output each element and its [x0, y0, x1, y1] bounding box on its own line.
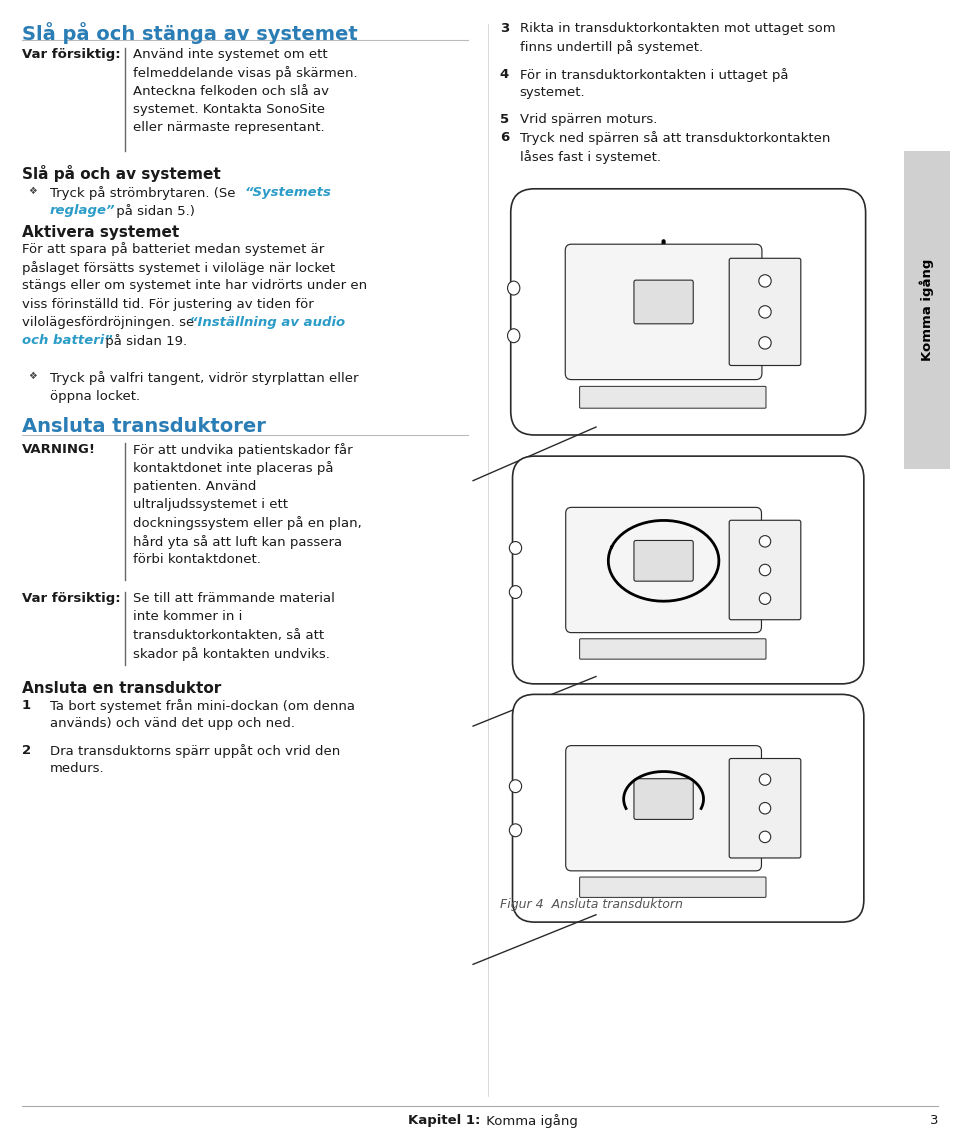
Circle shape [759, 831, 771, 843]
Text: transduktorkontakten, så att: transduktorkontakten, så att [133, 629, 324, 641]
Text: 3: 3 [500, 22, 509, 35]
FancyBboxPatch shape [580, 877, 766, 898]
Circle shape [759, 803, 771, 814]
Text: systemet. Kontakta SonoSite: systemet. Kontakta SonoSite [133, 103, 325, 116]
FancyBboxPatch shape [634, 541, 693, 581]
Text: 1: 1 [22, 699, 31, 712]
Circle shape [759, 773, 771, 785]
FancyBboxPatch shape [580, 639, 766, 659]
Circle shape [759, 564, 771, 575]
FancyBboxPatch shape [730, 521, 801, 620]
FancyBboxPatch shape [565, 244, 762, 379]
Text: För att undvika patientskador får: För att undvika patientskador får [133, 443, 352, 457]
Text: 3: 3 [929, 1114, 938, 1126]
Text: förbi kontaktdonet.: förbi kontaktdonet. [133, 554, 261, 566]
Ellipse shape [510, 780, 521, 793]
Text: reglage”: reglage” [50, 204, 115, 218]
FancyBboxPatch shape [513, 695, 864, 923]
Circle shape [759, 535, 771, 547]
Text: Tryck på strömbrytaren. (Se: Tryck på strömbrytaren. (Se [50, 186, 239, 199]
Text: stängs eller om systemet inte har vidrörts under en: stängs eller om systemet inte har vidrör… [22, 279, 367, 292]
Text: systemet.: systemet. [519, 87, 586, 99]
FancyBboxPatch shape [511, 189, 866, 435]
Ellipse shape [510, 585, 521, 598]
Text: Komma igång: Komma igång [920, 259, 934, 361]
Text: Rikta in transduktorkontakten mot uttaget som: Rikta in transduktorkontakten mot uttage… [519, 22, 835, 35]
FancyBboxPatch shape [634, 779, 693, 819]
Text: påslaget försätts systemet i viloläge när locket: påslaget försätts systemet i viloläge nä… [22, 261, 335, 274]
Text: hård yta så att luft kan passera: hård yta så att luft kan passera [133, 534, 342, 549]
Ellipse shape [508, 281, 520, 295]
Text: ❖: ❖ [28, 186, 36, 196]
FancyBboxPatch shape [634, 280, 693, 323]
Circle shape [758, 305, 771, 318]
Text: Tryck på valfri tangent, vidrör styrplattan eller: Tryck på valfri tangent, vidrör styrplat… [50, 371, 358, 385]
Text: kontaktdonet inte placeras på: kontaktdonet inte placeras på [133, 461, 333, 475]
Circle shape [758, 274, 771, 287]
Text: felmeddelande visas på skärmen.: felmeddelande visas på skärmen. [133, 66, 358, 80]
Text: VARNING!: VARNING! [22, 443, 96, 456]
Text: För att spara på batteriet medan systemet är: För att spara på batteriet medan systeme… [22, 243, 324, 256]
FancyBboxPatch shape [565, 746, 761, 871]
Text: eller närmaste representant.: eller närmaste representant. [133, 121, 324, 134]
Text: Slå på och stänga av systemet: Slå på och stänga av systemet [22, 22, 358, 44]
Text: öppna locket.: öppna locket. [50, 390, 140, 403]
Text: Komma igång: Komma igång [482, 1114, 578, 1128]
Circle shape [758, 337, 771, 349]
Text: medurs.: medurs. [50, 762, 105, 775]
Text: Slå på och av systemet: Slå på och av systemet [22, 165, 221, 182]
Text: låses fast i systemet.: låses fast i systemet. [519, 149, 660, 164]
Text: skador på kontakten undviks.: skador på kontakten undviks. [133, 647, 330, 661]
Text: viss förinställd tid. För justering av tiden för: viss förinställd tid. För justering av t… [22, 297, 314, 311]
Text: “Systemets: “Systemets [244, 186, 331, 199]
Text: och batteri”: och batteri” [22, 334, 112, 347]
Text: Tryck ned spärren så att transduktorkontakten: Tryck ned spärren så att transduktorkont… [519, 131, 830, 145]
Text: inte kommer in i: inte kommer in i [133, 611, 243, 623]
Text: Använd inte systemet om ett: Använd inte systemet om ett [133, 48, 327, 60]
FancyBboxPatch shape [513, 456, 864, 683]
Text: används) och vänd det upp och ned.: används) och vänd det upp och ned. [50, 718, 295, 730]
FancyBboxPatch shape [730, 259, 801, 366]
Text: patienten. Använd: patienten. Använd [133, 480, 256, 493]
Text: Figur 4  Ansluta transduktorn: Figur 4 Ansluta transduktorn [500, 898, 683, 910]
Text: Ansluta en transduktor: Ansluta en transduktor [22, 681, 221, 696]
Text: Aktivera systemet: Aktivera systemet [22, 224, 180, 239]
Ellipse shape [510, 823, 521, 837]
Text: “Inställning av audio: “Inställning av audio [188, 316, 345, 329]
FancyBboxPatch shape [565, 507, 761, 632]
Text: Vrid spärren moturs.: Vrid spärren moturs. [519, 114, 657, 126]
Text: Dra transduktorns spärr uppåt och vrid den: Dra transduktorns spärr uppåt och vrid d… [50, 744, 340, 757]
FancyBboxPatch shape [580, 386, 766, 408]
Text: på sidan 19.: på sidan 19. [102, 334, 187, 349]
Text: Ta bort systemet från mini-dockan (om denna: Ta bort systemet från mini-dockan (om de… [50, 699, 355, 713]
Text: ❖: ❖ [28, 371, 36, 382]
Text: dockningssystem eller på en plan,: dockningssystem eller på en plan, [133, 516, 362, 531]
Text: vilolägesfördröjningen. se: vilolägesfördröjningen. se [22, 316, 199, 329]
Text: Var försiktig:: Var försiktig: [22, 592, 121, 605]
Text: finns undertill på systemet.: finns undertill på systemet. [519, 40, 703, 55]
Text: Ansluta transduktorer: Ansluta transduktorer [22, 417, 266, 436]
Text: Anteckna felkoden och slå av: Anteckna felkoden och slå av [133, 84, 329, 98]
Text: 6: 6 [500, 131, 509, 145]
Circle shape [759, 593, 771, 605]
Text: på sidan 5.): på sidan 5.) [112, 204, 195, 219]
Text: Var försiktig:: Var försiktig: [22, 48, 121, 60]
Text: För in transduktorkontakten i uttaget på: För in transduktorkontakten i uttaget på [519, 67, 788, 82]
Text: Kapitel 1:: Kapitel 1: [408, 1114, 480, 1126]
Text: 5: 5 [500, 114, 509, 126]
Text: 4: 4 [500, 67, 509, 81]
Ellipse shape [508, 329, 520, 343]
FancyBboxPatch shape [904, 151, 949, 469]
Text: Se till att främmande material: Se till att främmande material [133, 592, 335, 605]
FancyBboxPatch shape [730, 759, 801, 858]
Text: 2: 2 [22, 744, 31, 756]
Text: ultraljudssystemet i ett: ultraljudssystemet i ett [133, 498, 288, 511]
Ellipse shape [510, 541, 521, 555]
